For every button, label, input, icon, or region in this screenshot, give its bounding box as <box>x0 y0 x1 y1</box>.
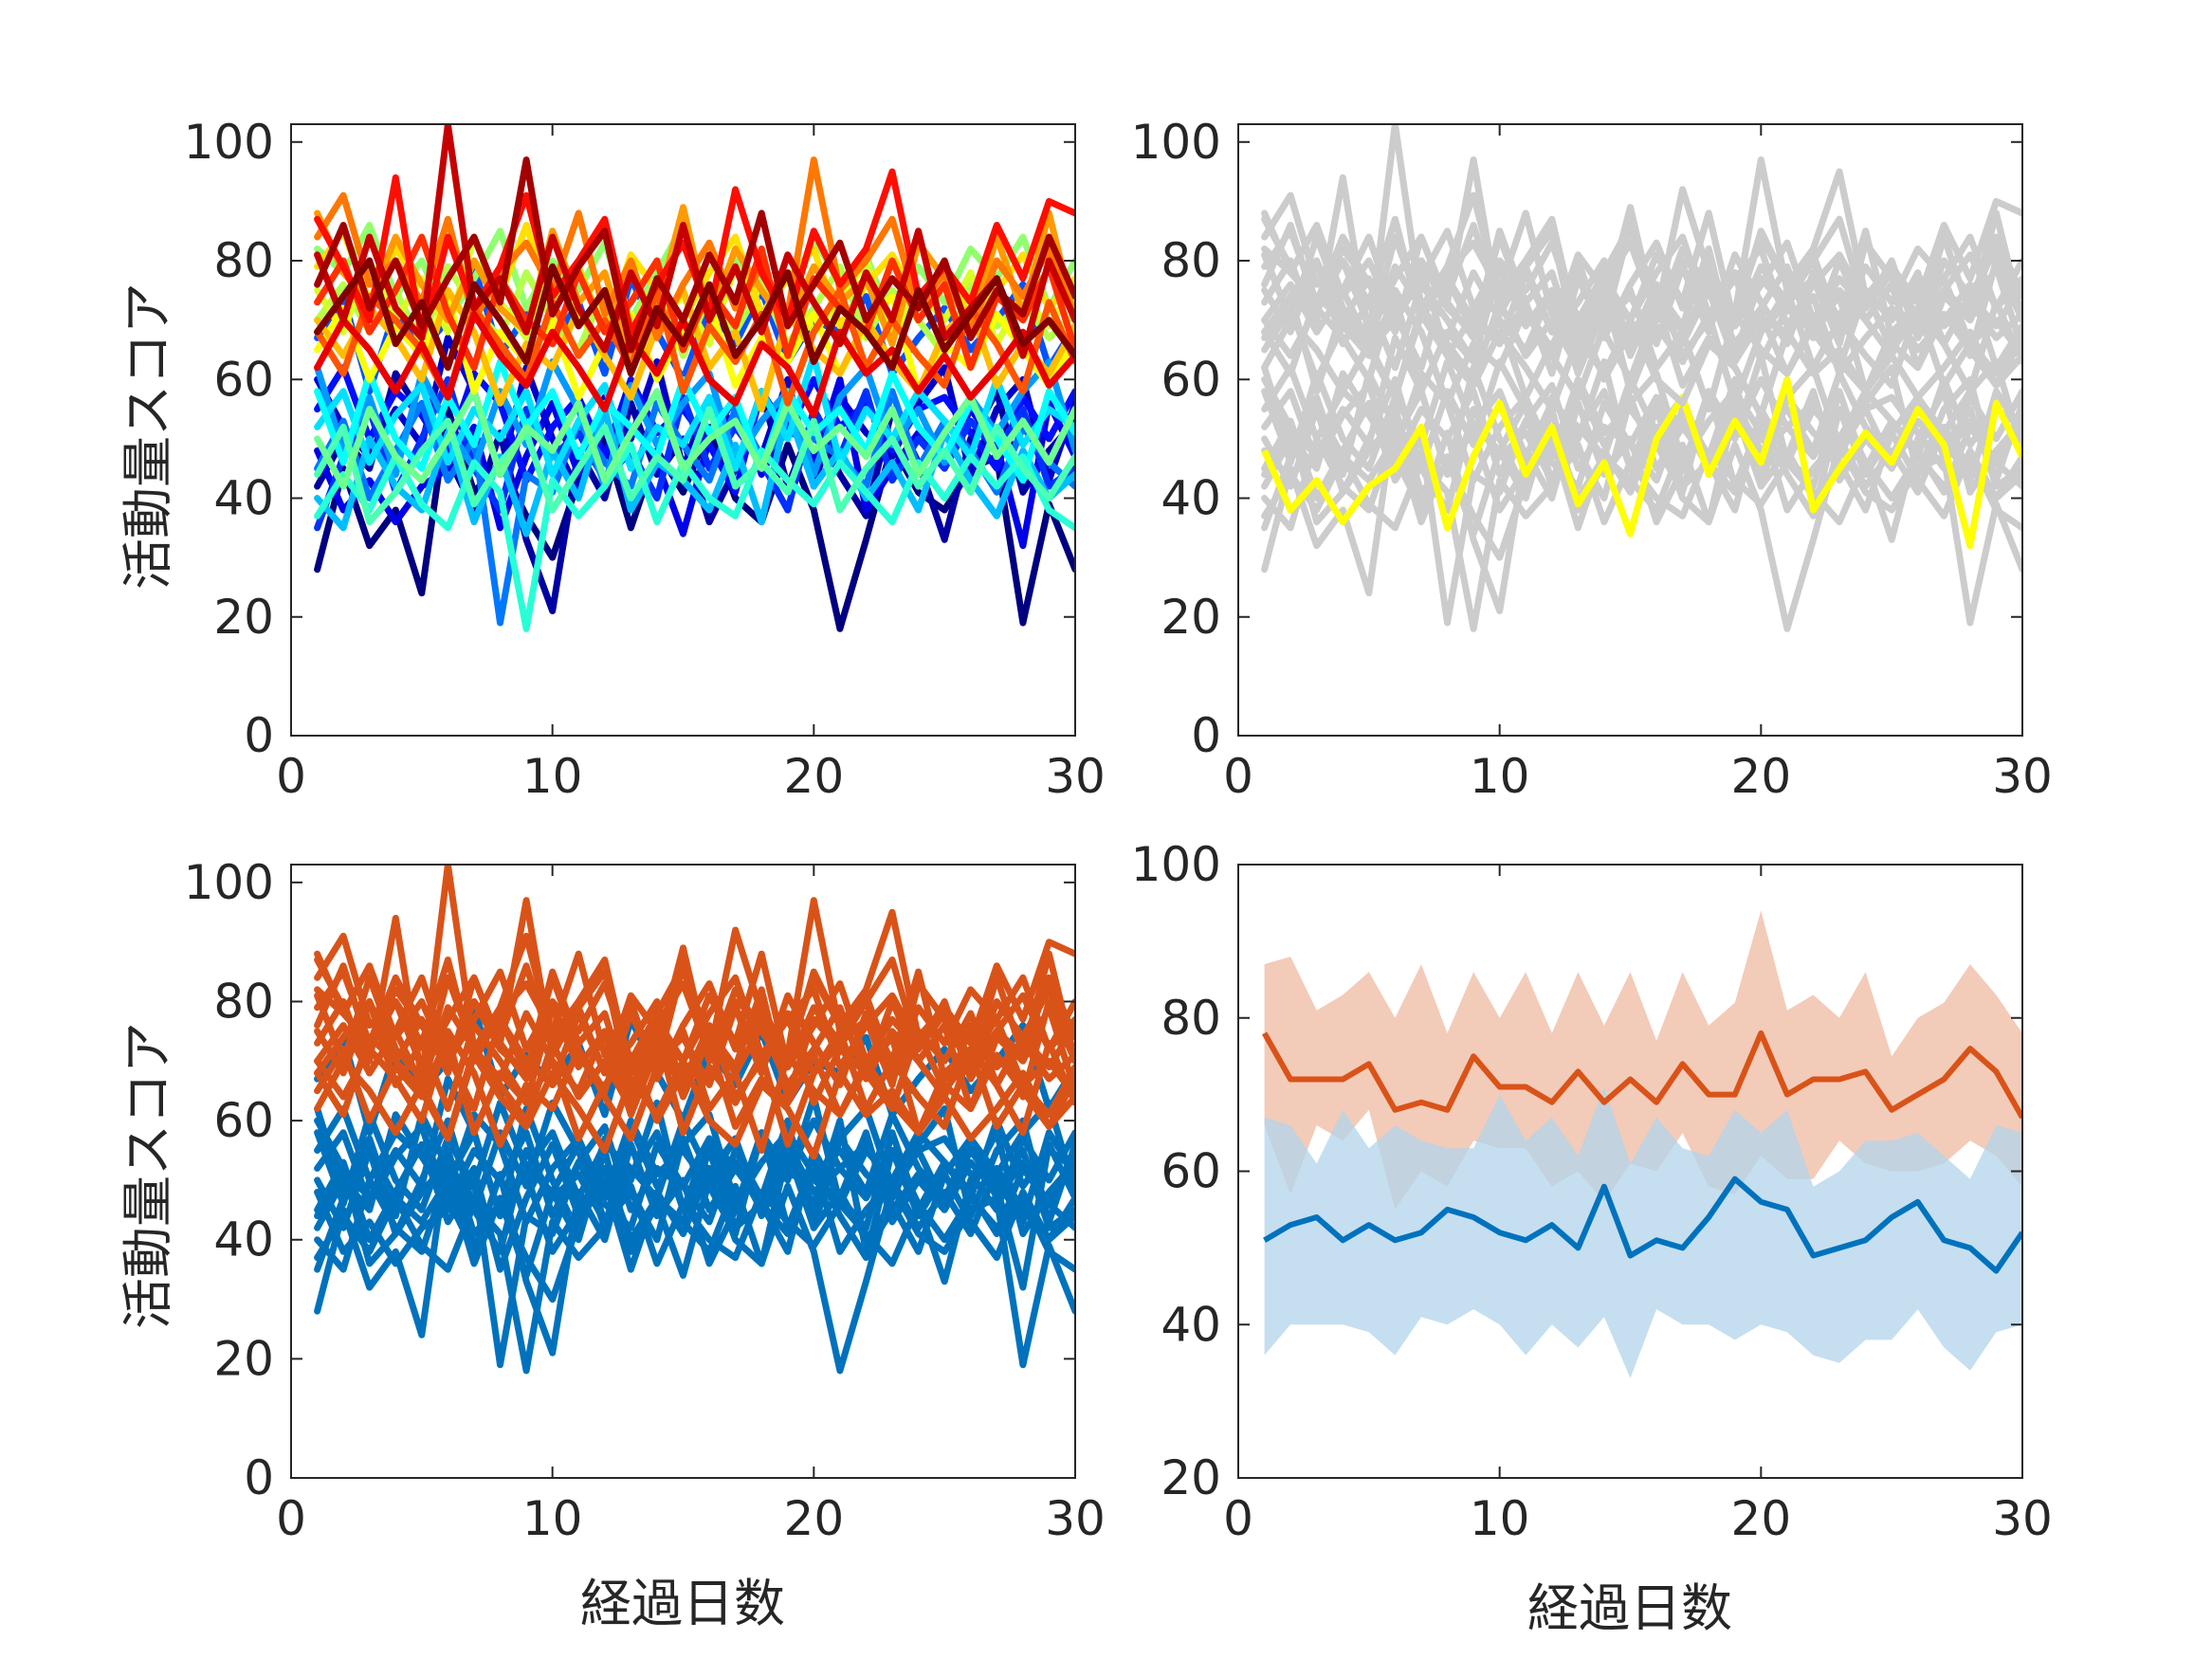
y-tick-label: 100 <box>184 855 274 910</box>
series-layer <box>314 865 1075 1375</box>
series-line <box>1261 124 2022 359</box>
axes-box <box>290 864 1076 1479</box>
series-layer <box>1261 124 2022 632</box>
y-tick-label: 0 <box>244 1450 274 1505</box>
x-tick-label: 0 <box>276 1491 306 1546</box>
x-tick-label: 0 <box>1223 749 1253 804</box>
series-layer <box>314 124 1075 632</box>
axes-box <box>1237 123 2023 737</box>
series-line <box>314 358 1075 484</box>
x-tick-label: 30 <box>1045 749 1106 804</box>
x-tick-label: 30 <box>1992 749 2053 804</box>
series-line <box>314 388 1075 490</box>
y-tick-label: 40 <box>213 1212 274 1267</box>
series-line <box>1261 156 2022 354</box>
y-tick-label: 0 <box>1191 708 1221 763</box>
x-tick-label: 10 <box>522 1491 583 1546</box>
confidence-band <box>1264 910 2022 1210</box>
y-tick-label: 80 <box>213 974 274 1029</box>
x-tick-label: 0 <box>1223 1491 1253 1546</box>
series-line <box>314 310 1075 419</box>
tick-layer: 0 10 20 30 0 20 40 60 80 100 <box>184 115 1106 804</box>
y-tick-label: 100 <box>1131 115 1221 170</box>
y-tick-label: 20 <box>1161 590 1221 645</box>
panel-bottom-right: 0 10 20 30 20 40 60 80 100 経過日数 <box>1131 837 2053 1638</box>
series-line <box>314 1129 1075 1231</box>
series-line <box>1261 257 2022 377</box>
series-line <box>314 156 1075 354</box>
y-tick-label: 100 <box>184 115 274 170</box>
series-line <box>314 124 1075 359</box>
y-tick-label: 80 <box>213 233 274 288</box>
series-line <box>314 406 1075 526</box>
tick-layer: 0 10 20 30 0 20 40 60 80 100 <box>1131 115 2053 804</box>
y-tick-label: 60 <box>213 1093 274 1148</box>
series-line <box>314 1147 1075 1267</box>
y-tick-label: 20 <box>1161 1450 1221 1505</box>
x-tick-label: 10 <box>1470 749 1530 804</box>
series-line <box>314 1051 1075 1160</box>
y-tick-label: 20 <box>213 590 274 645</box>
mean-line <box>1261 1030 2022 1120</box>
x-tick-label: 20 <box>784 1491 845 1546</box>
panel-bottom-left: 0 10 20 30 0 20 40 60 80 100 活動量スコア 経過日数 <box>119 855 1106 1633</box>
series-line <box>314 865 1075 1101</box>
series-line <box>314 998 1075 1119</box>
tick-layer: 0 10 20 30 20 40 60 80 100 <box>1131 837 2053 1546</box>
confidence-band <box>1264 1086 2022 1378</box>
mean-line <box>1263 1176 2022 1274</box>
y-tick-label: 100 <box>1131 837 1221 892</box>
x-tick-label: 30 <box>1992 1491 2053 1546</box>
highlighted-series-line <box>1261 375 2022 550</box>
series-line <box>314 441 1075 632</box>
y-tick-label: 60 <box>1161 352 1221 407</box>
y-tick-label: 40 <box>213 471 274 526</box>
x-tick-label: 30 <box>1045 1491 1106 1546</box>
y-axis-label: 活動量スコア <box>119 283 178 590</box>
y-axis-label: 活動量スコア <box>119 1022 178 1329</box>
x-tick-label: 20 <box>1731 1491 1792 1546</box>
x-tick-label: 20 <box>784 749 845 804</box>
series-layer <box>1261 910 2022 1378</box>
y-tick-label: 60 <box>1161 1144 1221 1199</box>
panel-top-right: 0 10 20 30 0 20 40 60 80 100 <box>1131 115 2053 804</box>
axes-box <box>290 123 1076 737</box>
tick-layer: 0 10 20 30 0 20 40 60 80 100 <box>184 855 1106 1546</box>
series-line <box>314 1182 1075 1375</box>
y-tick-label: 20 <box>213 1331 274 1386</box>
y-tick-label: 60 <box>213 352 274 407</box>
series-line <box>314 897 1075 1095</box>
y-tick-label: 80 <box>1161 991 1221 1046</box>
series-line <box>1261 388 2022 490</box>
x-axis-label: 経過日数 <box>580 1574 785 1633</box>
y-tick-label: 40 <box>1161 471 1221 526</box>
x-tick-label: 10 <box>522 749 583 804</box>
series-line <box>1261 310 2022 419</box>
y-tick-label: 80 <box>1161 233 1221 288</box>
x-tick-label: 20 <box>1731 749 1792 804</box>
y-tick-label: 0 <box>244 708 274 763</box>
y-tick-label: 40 <box>1161 1297 1221 1352</box>
series-line <box>314 257 1075 377</box>
x-tick-label: 10 <box>1470 1491 1530 1546</box>
x-tick-label: 0 <box>276 749 306 804</box>
panel-top-left: 0 10 20 30 0 20 40 60 80 100 活動量スコア <box>119 115 1106 804</box>
series-line <box>314 1099 1075 1226</box>
x-axis-label: 経過日数 <box>1527 1578 1732 1638</box>
